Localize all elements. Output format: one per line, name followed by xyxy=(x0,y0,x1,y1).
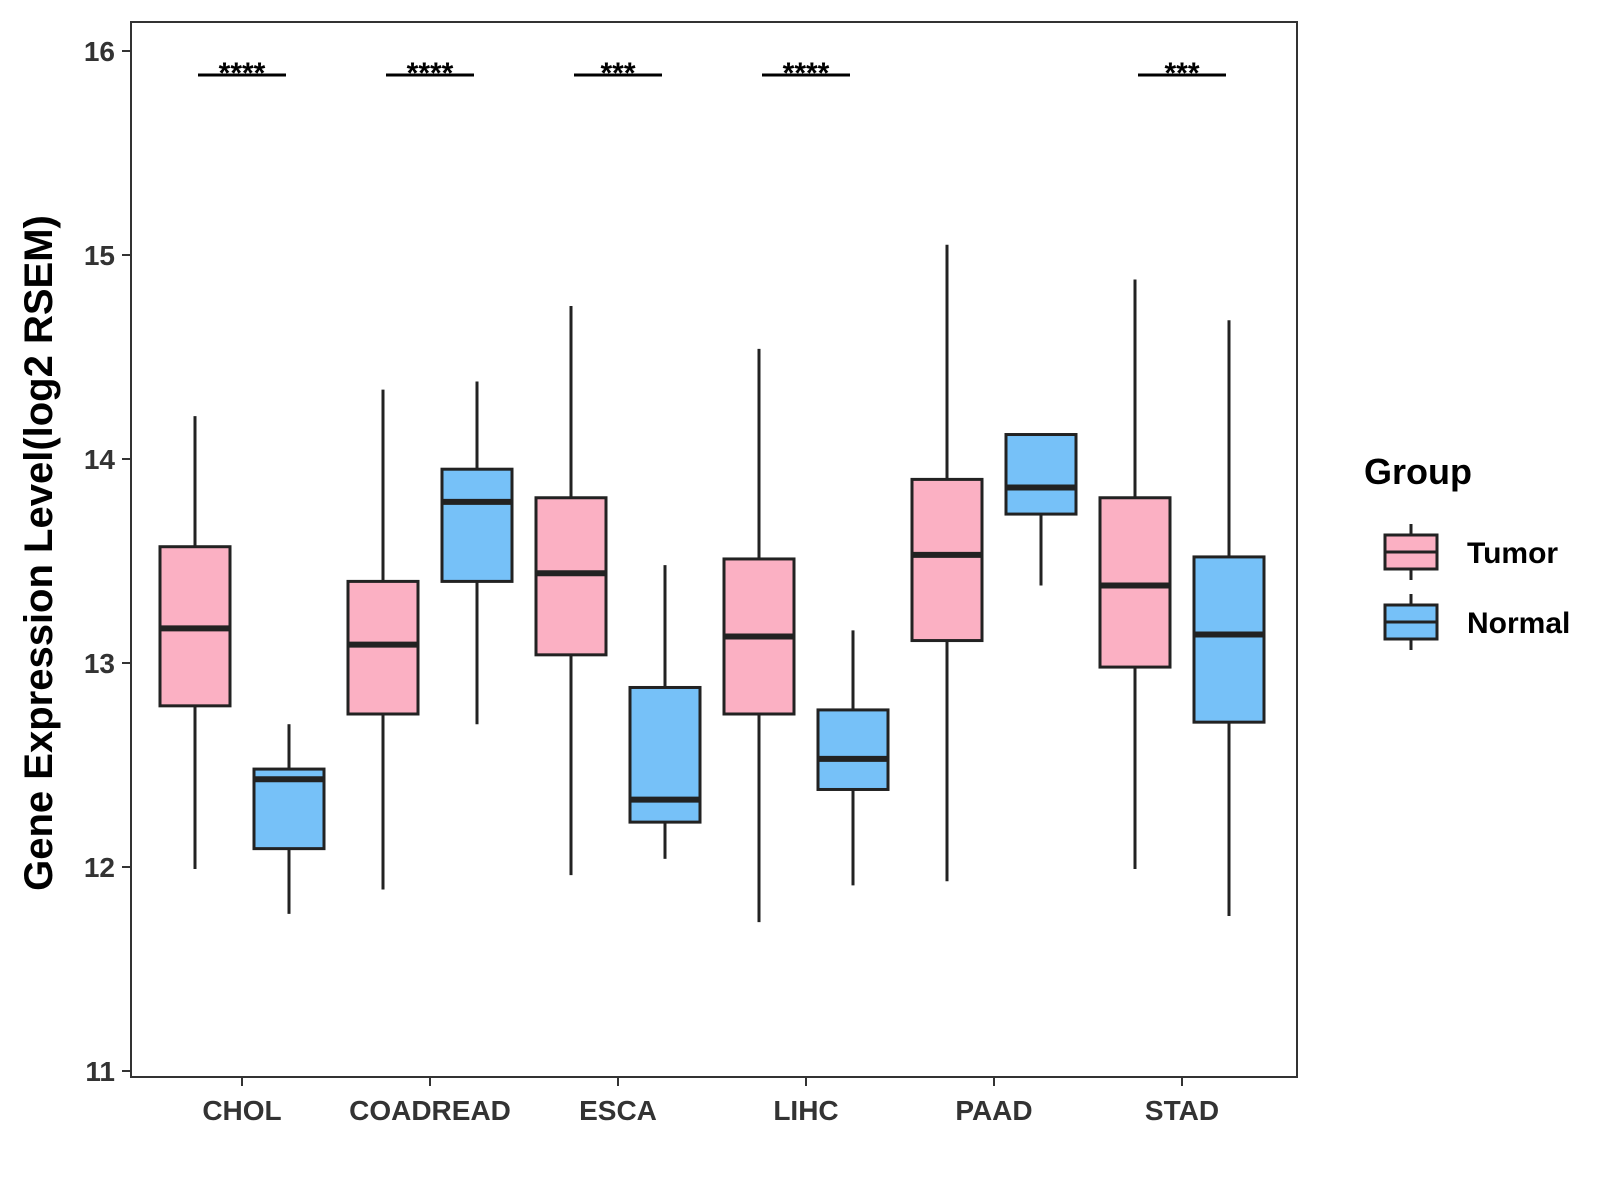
box-body xyxy=(910,477,984,643)
legend-item-tumor: Tumor xyxy=(1383,524,1558,580)
box-normal-coadread xyxy=(440,381,514,725)
legend-label: Normal xyxy=(1467,607,1570,640)
box-normal-esca xyxy=(628,565,702,859)
y-tick-label: 12 xyxy=(84,852,115,883)
box-tumor-coadread xyxy=(346,389,420,890)
box-body xyxy=(1098,496,1172,669)
y-axis: 11 12 13 14 15 16 xyxy=(84,36,131,1087)
box-body xyxy=(534,496,608,657)
legend-label: Tumor xyxy=(1467,537,1558,570)
y-tick-label: 16 xyxy=(84,36,115,67)
legend-title: Group xyxy=(1364,451,1472,492)
plot-panel-border xyxy=(130,21,1298,1078)
x-tick-label: STAD xyxy=(1145,1095,1219,1126)
box-normal-lihc xyxy=(816,630,890,886)
significance-label: **** xyxy=(407,57,454,90)
box-body xyxy=(1192,555,1266,724)
box-body xyxy=(1004,433,1078,516)
significance-label: **** xyxy=(219,57,266,90)
significance-label: *** xyxy=(1164,57,1199,90)
box-tumor-paad xyxy=(910,244,984,882)
y-tick-label: 11 xyxy=(85,1056,115,1087)
box-body xyxy=(252,767,326,851)
y-tick-label: 14 xyxy=(84,444,116,475)
x-tick-label: LIHC xyxy=(773,1095,838,1126)
legend-item-normal: Normal xyxy=(1383,594,1570,650)
box-normal-stad xyxy=(1192,320,1266,916)
significance-label: *** xyxy=(600,57,635,90)
x-tick-label: PAAD xyxy=(955,1095,1032,1126)
box-body xyxy=(346,579,420,716)
box-tumor-stad xyxy=(1098,279,1172,870)
legend: Group Tumor Normal xyxy=(1364,451,1570,650)
x-tick-label: ESCA xyxy=(579,1095,657,1126)
box-normal-paad xyxy=(1004,433,1078,586)
significance-label: **** xyxy=(783,57,830,90)
box-tumor-chol xyxy=(158,416,232,870)
boxes-layer xyxy=(158,244,1266,923)
x-tick-label: COADREAD xyxy=(349,1095,511,1126)
x-axis: CHOL COADREAD ESCA LIHC PAAD STAD xyxy=(202,1077,1219,1126)
x-tick-label: CHOL xyxy=(202,1095,281,1126)
significance-layer: **** **** *** **** *** xyxy=(198,57,1226,90)
box-body xyxy=(816,708,890,791)
y-axis-title: Gene Expression Level(log2 RSEM) xyxy=(17,215,61,891)
box-body xyxy=(440,467,514,583)
box-normal-chol xyxy=(252,724,326,914)
box-tumor-esca xyxy=(534,306,608,876)
y-tick-label: 13 xyxy=(84,648,115,679)
y-tick-label: 15 xyxy=(84,240,115,271)
box-tumor-lihc xyxy=(722,348,796,923)
